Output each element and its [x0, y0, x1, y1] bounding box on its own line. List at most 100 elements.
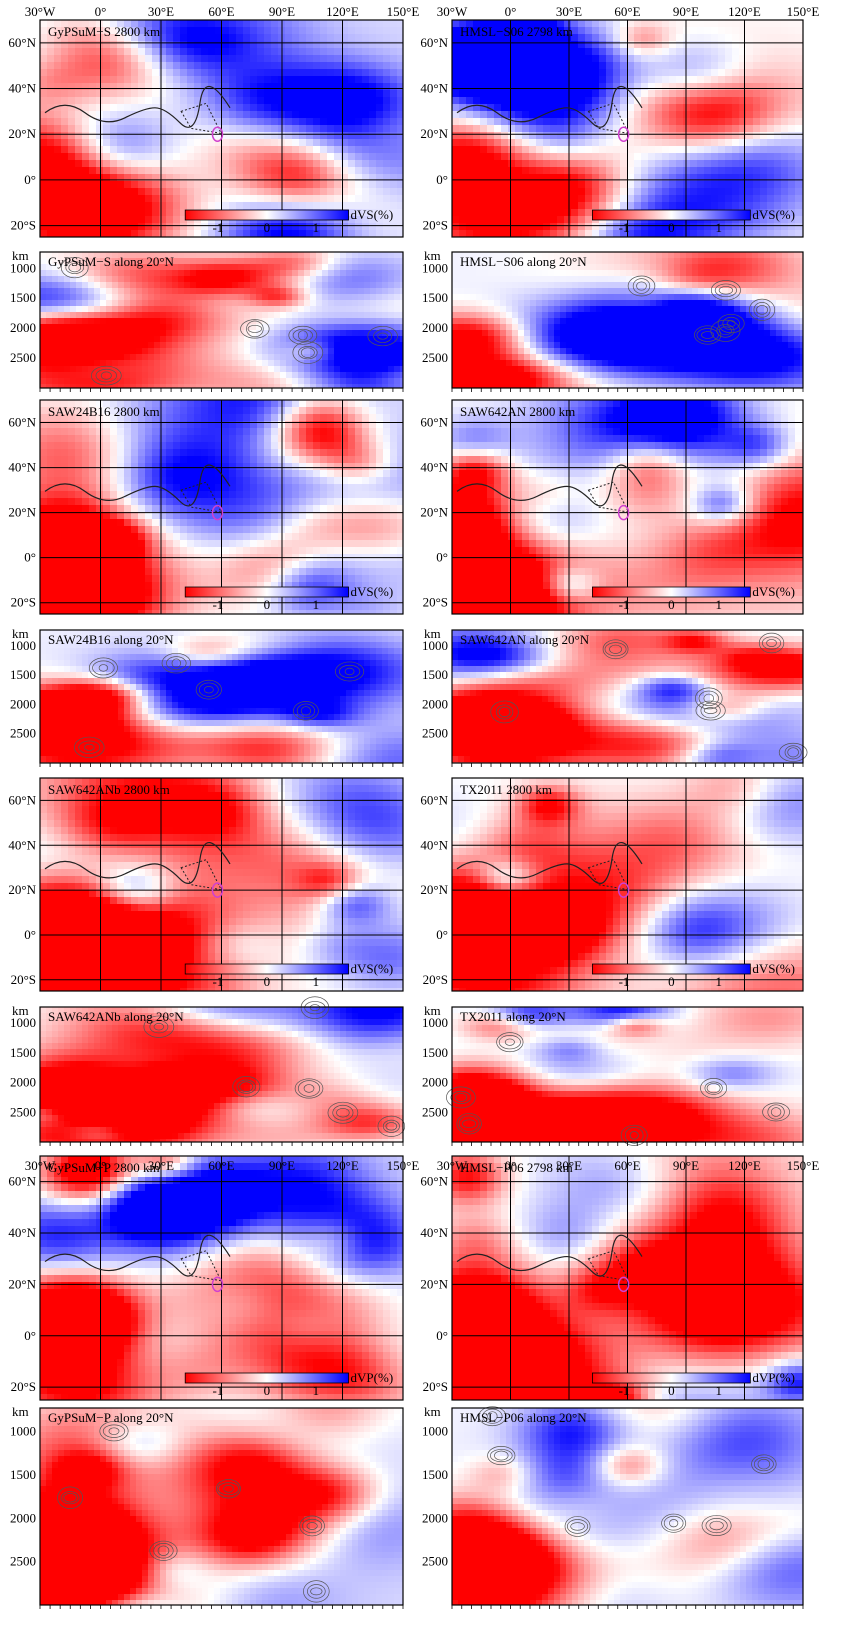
contour-line	[462, 1119, 477, 1129]
contour-line	[309, 1004, 321, 1012]
contour-line	[703, 693, 715, 704]
contour-line	[632, 278, 651, 294]
contour-line	[246, 320, 264, 338]
lat-tick-label: 20°S	[423, 218, 448, 233]
lon-tick-label: 30°W	[25, 4, 56, 19]
contour-line	[696, 328, 719, 342]
contour-line	[701, 331, 715, 339]
contour-line	[153, 1543, 174, 1559]
colorbar-tick: 1	[716, 220, 723, 235]
lon-tick-label: 90°E	[269, 4, 295, 19]
lon-tick-label: 30°E	[148, 1158, 174, 1173]
lat-tick-label: 20°N	[8, 1276, 36, 1291]
colorbar-tick: 0	[668, 1383, 675, 1398]
contour-line	[377, 1115, 406, 1137]
contour-line	[703, 707, 718, 714]
coastline	[44, 842, 231, 884]
contour-line	[198, 682, 219, 697]
colorbar	[592, 586, 751, 598]
site-marker	[617, 504, 630, 521]
contour-line	[300, 706, 312, 716]
contour-line	[327, 1101, 359, 1124]
section-title: GyPSuM−S along 20°N	[48, 254, 175, 269]
colorbar-tick: 1	[716, 1383, 723, 1398]
contour-line	[487, 1411, 498, 1422]
contour-line	[748, 298, 776, 321]
contour-line	[382, 1119, 400, 1133]
contour-line	[300, 996, 330, 1019]
depth-tick-label: 1000	[10, 638, 36, 653]
contour-line	[217, 1482, 240, 1496]
colorbar-tick: -1	[619, 1383, 630, 1398]
contour-line	[495, 704, 514, 720]
section-field	[452, 252, 803, 388]
contour-line	[661, 1513, 687, 1533]
contour-line	[663, 1515, 684, 1531]
depth-tick-label: 2500	[10, 1554, 36, 1569]
map-field	[452, 400, 803, 614]
contour-line	[482, 1408, 503, 1424]
lon-tick-label: 120°E	[326, 1158, 359, 1173]
contour-line	[698, 690, 719, 707]
map-frame	[39, 777, 404, 992]
region-outline	[180, 481, 223, 513]
contour-line	[624, 1127, 644, 1144]
lat-tick-label: 60°N	[420, 415, 448, 430]
colorbar-tick: 0	[264, 597, 271, 612]
contour-line	[722, 316, 740, 331]
contour-line	[149, 1540, 178, 1561]
lat-tick-label: 40°N	[8, 81, 36, 96]
colorbar-label: dVP(%)	[752, 1370, 795, 1385]
contour-line	[753, 302, 771, 318]
contour-line	[303, 1084, 315, 1093]
lon-tick-label: 30°E	[556, 1158, 582, 1173]
coastline	[44, 85, 231, 128]
lon-tick-label: 60°E	[614, 1158, 640, 1173]
contour-line	[195, 679, 222, 700]
depth-tick-label: 1500	[422, 1045, 448, 1060]
contour-line	[487, 1446, 516, 1466]
lon-tick-label: 90°E	[673, 4, 699, 19]
colorbar-label: dVP(%)	[351, 1370, 394, 1385]
depth-tick-label: 2000	[422, 320, 448, 335]
colorbar-tick: 0	[264, 220, 271, 235]
depth-tick-label: 1500	[10, 290, 36, 305]
map-frame	[39, 1155, 404, 1401]
region-outline	[180, 102, 223, 135]
section-field	[40, 1007, 403, 1142]
depth-tick-label: 2500	[422, 726, 448, 741]
depth-tick-label: 1000	[10, 260, 36, 275]
lat-tick-label: 60°N	[8, 415, 36, 430]
colorbar	[592, 963, 751, 975]
contour-line	[300, 347, 315, 358]
colorbar-tick: 1	[313, 974, 320, 989]
colorbar	[184, 586, 349, 598]
section-field	[452, 630, 803, 763]
contour-line	[629, 1131, 639, 1140]
section-field	[452, 1408, 803, 1605]
coastline	[44, 1234, 231, 1277]
map-field	[452, 1156, 803, 1400]
lon-tick-label: 0°	[95, 1158, 107, 1173]
depth-tick-label: 1000	[422, 638, 448, 653]
lon-tick-label: 30°E	[556, 4, 582, 19]
lon-tick-label: 150°E	[787, 4, 820, 19]
lat-tick-label: 20°N	[8, 505, 36, 520]
colorbar-tick: -1	[619, 597, 630, 612]
contour-line	[694, 687, 723, 710]
lat-tick-label: 60°N	[8, 35, 36, 50]
axes-layer: GyPSuM−S 2800 km -1 0 1 dVS(%) 60°N 40°N 20°N 0°…	[8, 4, 819, 1609]
contour-line	[65, 261, 84, 274]
contour-line	[108, 1427, 120, 1435]
contour-line	[498, 706, 511, 718]
lat-tick-label: 20°S	[423, 972, 448, 987]
contour-line	[299, 1515, 325, 1537]
colorbar-tick: -1	[212, 1383, 223, 1398]
contour-line	[609, 644, 623, 654]
depth-tick-label: 2500	[10, 1104, 36, 1119]
lat-tick-label: 0°	[436, 550, 448, 565]
contour-line	[604, 642, 627, 657]
contour-line	[726, 320, 736, 328]
contour-line	[758, 632, 785, 654]
lat-tick-label: 40°N	[8, 837, 36, 852]
